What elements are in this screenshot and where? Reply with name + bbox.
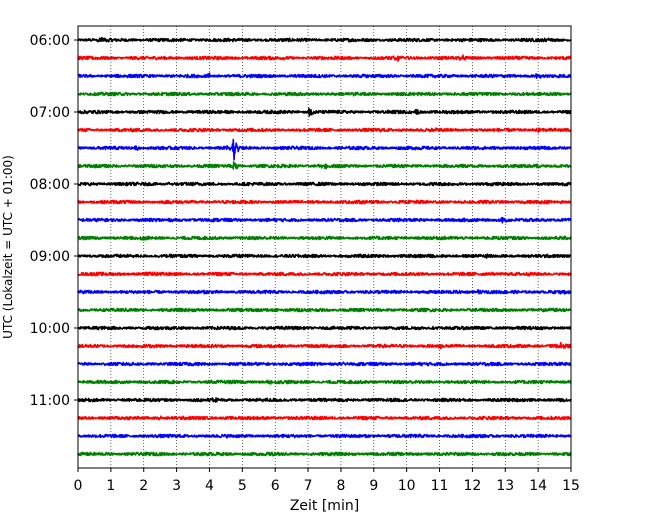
y-tick-label: 08:00 xyxy=(30,177,70,193)
trace-group xyxy=(77,36,572,457)
trace-0745 xyxy=(77,161,572,170)
trace-0715 xyxy=(77,127,572,133)
trace-1100 xyxy=(77,397,572,403)
x-axis: 0 1 2 3 4 5 6 7 8 9 10 11 12 13 14 15 xyxy=(74,468,580,494)
y-tick-label: 11:00 xyxy=(30,393,70,409)
x-tick-label: 4 xyxy=(205,478,214,494)
x-tick-label: 7 xyxy=(304,478,313,494)
x-tick-label: 8 xyxy=(336,478,345,494)
trace-0900 xyxy=(77,253,572,259)
x-tick-label: 0 xyxy=(74,478,83,494)
trace-0945 xyxy=(77,307,572,313)
y-tick-label: 10:00 xyxy=(30,321,70,337)
y-axis-label: UTC (Lokalzeit = UTC + 01:00) xyxy=(1,155,15,339)
trace-1045 xyxy=(77,379,572,385)
trace-0845 xyxy=(77,235,572,241)
trace-0600 xyxy=(77,36,572,43)
trace-0800 xyxy=(77,181,572,187)
x-tick-label: 9 xyxy=(369,478,378,494)
x-tick-label: 12 xyxy=(463,478,481,494)
trace-0700 xyxy=(77,107,572,117)
x-tick-label: 5 xyxy=(238,478,247,494)
trace-1030 xyxy=(77,361,572,367)
trace-0630 xyxy=(77,72,572,80)
trace-0915 xyxy=(77,271,572,277)
trace-0815 xyxy=(77,199,572,205)
x-axis-label: Zeit [min] xyxy=(290,498,359,514)
x-tick-label: 11 xyxy=(431,478,449,494)
x-tick-label: 14 xyxy=(529,478,547,494)
trace-0830 xyxy=(77,216,572,224)
trace-1115 xyxy=(77,415,572,421)
x-tick-label: 15 xyxy=(562,478,580,494)
trace-0615 xyxy=(77,54,572,62)
x-tick-label: 3 xyxy=(172,478,181,494)
y-tick-label: 06:00 xyxy=(30,33,70,49)
trace-0645 xyxy=(77,91,572,97)
trace-1015 xyxy=(77,341,572,350)
x-tick-label: 10 xyxy=(398,478,416,494)
trace-1145 xyxy=(77,451,572,457)
y-tick-label: 09:00 xyxy=(30,249,70,265)
y-axis: 06:00 07:00 08:00 09:00 10:00 11:00 xyxy=(30,33,78,409)
x-tick-label: 13 xyxy=(496,478,514,494)
x-tick-label: 6 xyxy=(271,478,280,494)
x-tick-label: 1 xyxy=(106,478,115,494)
plot-frame xyxy=(77,25,572,469)
trace-1130 xyxy=(77,433,572,439)
trace-1000 xyxy=(77,325,572,331)
trace-0930 xyxy=(77,288,572,295)
trace-0730 xyxy=(77,138,572,161)
x-tick-label: 2 xyxy=(139,478,148,494)
y-tick-label: 07:00 xyxy=(30,105,70,121)
